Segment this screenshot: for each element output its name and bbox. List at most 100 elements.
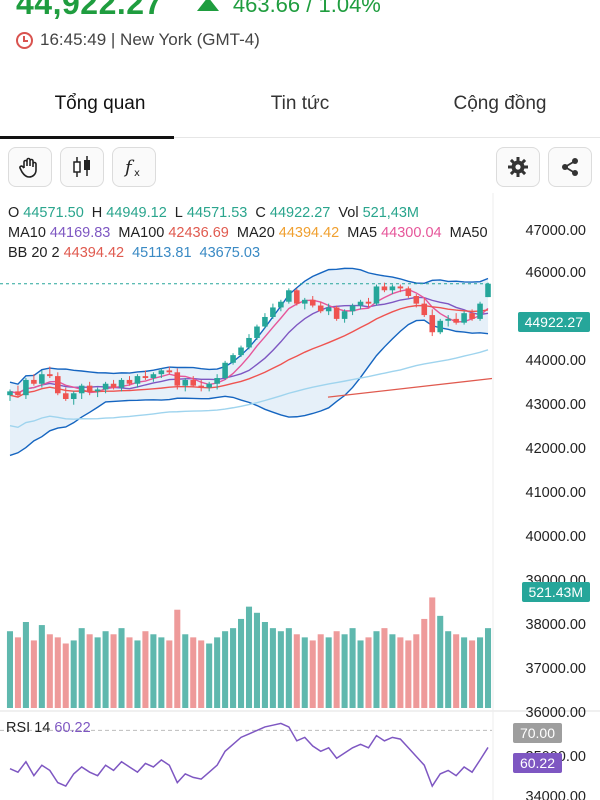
candle-body: [437, 320, 444, 333]
bb-label: BB 20 2: [8, 245, 60, 261]
close-value: 44922.27: [269, 205, 331, 221]
candle-body: [150, 374, 157, 379]
function-icon: f x: [123, 157, 140, 179]
candle-body: [413, 296, 420, 304]
volume-bar: [150, 634, 157, 708]
ma100-line: [327, 377, 493, 398]
volume-bar: [445, 631, 452, 708]
candle-body: [317, 305, 324, 312]
candle-body: [421, 303, 428, 316]
candle-body: [62, 393, 69, 399]
volume-bar: [389, 634, 396, 708]
candle-body: [429, 315, 436, 333]
rsi-line: [9, 722, 489, 788]
chart-type-button[interactable]: [60, 147, 104, 187]
volume-bar: [469, 640, 476, 708]
candle-body: [142, 376, 149, 379]
chart-area[interactable]: O 44571.50 H 44949.12 L 44571.53 C 44922.27 …: [0, 193, 600, 800]
volume-bar: [134, 640, 141, 708]
ma100-value: 42436.69: [168, 225, 229, 241]
high-label: H: [91, 205, 103, 221]
tab-news[interactable]: Tin tức: [270, 93, 330, 114]
candle-body: [78, 385, 85, 394]
high-value: 44949.12: [106, 205, 167, 221]
candle-body: [246, 337, 252, 348]
volume-bar: [285, 628, 292, 708]
volume-bar: [126, 637, 133, 708]
rsi-value-badge: 60.22: [512, 753, 562, 773]
volume-bar: [477, 637, 484, 708]
volume-bar: [102, 631, 109, 708]
candle-body: [206, 383, 212, 388]
chart-toolbar: f x: [0, 147, 600, 191]
volume-bar: [110, 634, 117, 708]
volume-bar: [214, 637, 221, 708]
candle-body: [254, 326, 260, 338]
y-tick-37000: 37000.00: [525, 661, 586, 677]
candle-body: [222, 362, 228, 379]
volume-bar: [14, 637, 21, 708]
bollinger-fill: [9, 268, 489, 456]
volume-bar: [245, 606, 253, 708]
volume-badge: 521.43M: [521, 582, 590, 602]
tab-bar: Tổng quan Tin tức Cộng đồng: [0, 78, 600, 139]
volume-bar: [341, 634, 348, 708]
candle-body: [309, 299, 316, 306]
volume-value: 521,43M: [362, 205, 419, 221]
candle-body: [94, 389, 101, 392]
volume-bar: [222, 631, 229, 708]
low-value: 44571.53: [186, 205, 248, 221]
volume-bar: [206, 643, 213, 708]
volume-bar: [198, 640, 205, 708]
price-chart[interactable]: [0, 193, 600, 800]
candle-body: [70, 393, 77, 399]
ma50-line: [9, 349, 489, 429]
hand-tool-button[interactable]: [8, 147, 52, 187]
volume-bar: [365, 637, 372, 708]
volume-bar: [301, 637, 308, 708]
ma20-value: 44394.42: [278, 225, 340, 241]
rsi-level-badge: 70.00: [512, 723, 562, 743]
y-tick-36000: 36000.00: [525, 705, 586, 721]
y-tick-44000: 44000.00: [525, 353, 586, 369]
candle-body: [301, 299, 308, 304]
rsi-legend: RSI 14 60.22: [6, 720, 91, 736]
candle-body: [341, 311, 348, 319]
volume-bar: [174, 609, 181, 708]
volume-bar: [94, 637, 101, 708]
candle-body: [373, 286, 380, 304]
volume-bar: [333, 631, 340, 708]
volume-bar: [38, 625, 45, 708]
candle-body: [174, 372, 181, 386]
settings-button[interactable]: [496, 147, 540, 187]
volume-bar: [397, 637, 404, 708]
candle-body: [270, 307, 276, 317]
y-tick-38000: 38000.00: [525, 617, 586, 633]
candle-body: [477, 303, 483, 319]
volume-bar: [46, 634, 53, 708]
ma5-label: MA5: [347, 225, 378, 241]
volume-bar: [269, 628, 276, 708]
volume-bar: [86, 634, 93, 708]
candle-body: [182, 379, 189, 386]
indicators-button[interactable]: f x: [112, 147, 156, 187]
candle-body: [134, 376, 141, 384]
y-tick-34000: 34000.00: [525, 789, 586, 800]
candle-body: [230, 355, 236, 363]
ma50-label: MA50: [449, 225, 488, 241]
volume-bar: [182, 634, 189, 708]
price-change: 463.66 / 1.04%: [232, 0, 381, 17]
tab-community[interactable]: Cộng đồng: [453, 93, 547, 114]
share-button[interactable]: [548, 147, 592, 187]
candle-body: [262, 316, 268, 327]
candle-body: [445, 318, 451, 321]
volume-bar: [261, 622, 268, 708]
tab-overview[interactable]: Tổng quan: [0, 78, 200, 139]
candle-body: [461, 313, 467, 323]
ma10-value: 44169.83: [49, 225, 111, 241]
volume-bar: [309, 640, 316, 708]
candle-body: [198, 385, 204, 388]
candle-body: [15, 391, 21, 396]
volume-bar: [190, 637, 197, 708]
bollinger-lower: [9, 319, 489, 457]
